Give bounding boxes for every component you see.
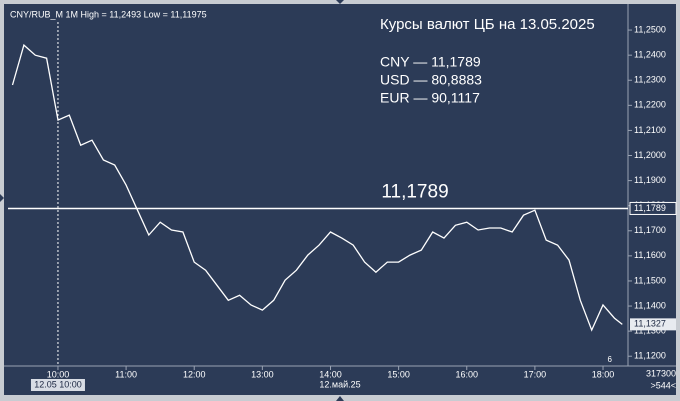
y-tick-label: 11,1700 — [634, 225, 666, 235]
x-tick-label: 17:00 — [524, 369, 547, 379]
y-tick-label: 11,1500 — [634, 275, 666, 285]
volume-label: 317300 — [646, 368, 676, 378]
price-line — [11, 43, 623, 332]
chart-title: CNY/RUB_M 1M High = 11,2493 Low = 11,119… — [10, 9, 207, 19]
x-tick-label: 11:00 — [115, 369, 137, 379]
y-tick-label: 11,2200 — [634, 100, 666, 110]
info-heading: Курсы валют ЦБ на 13.05.2025 — [380, 16, 595, 33]
y-tick-label: 11,2000 — [634, 150, 666, 160]
y-tick-label: 11,2100 — [634, 125, 666, 135]
date-label: 12.май.25 — [319, 379, 360, 389]
rate: EUR — 90,1117 — [380, 90, 480, 106]
reference-axis-label: 11,1789 — [634, 203, 666, 213]
y-tick-label: 11,1200 — [634, 351, 666, 361]
x-tick-label: 15:00 — [387, 369, 410, 379]
rate: USD — 80,8883 — [380, 72, 482, 88]
rate: CNY — 11,1789 — [380, 54, 481, 70]
reference-box — [629, 201, 677, 215]
arrow-icon — [336, 396, 344, 401]
crosshair-label: 12.05 10:00 — [34, 379, 82, 389]
reference-label: 11,1789 — [381, 181, 448, 202]
x-tick-label: 13:00 — [251, 369, 274, 379]
x-tick-label: 16:00 — [455, 369, 478, 379]
crosshair-box — [30, 379, 85, 391]
x-tick-label: 14:00 — [319, 369, 342, 379]
y-tick-label: 11,2500 — [634, 24, 666, 34]
x-tick-label: 12:00 — [183, 369, 206, 379]
y-tick-label: 11,2300 — [634, 75, 666, 85]
scroll-label: >544< — [650, 380, 676, 390]
arrow-icon — [336, 0, 344, 4]
y-tick-label: 11,1400 — [634, 300, 666, 310]
chart-background — [4, 4, 676, 395]
last-price-label: 11,1327 — [634, 319, 666, 329]
y-tick-label: 11,1300 — [634, 326, 666, 336]
x-tick-label: 18:00 — [592, 369, 615, 379]
y-tick-label: 11,1900 — [634, 175, 666, 185]
y-tick-label: 11,2400 — [634, 50, 666, 60]
y-tick-label: 11,1600 — [634, 250, 666, 260]
x-tick-label: 10:00 — [47, 369, 70, 379]
arrow-icon — [0, 194, 4, 202]
corner-mark: 6 — [608, 355, 613, 364]
last-price-box — [630, 318, 676, 331]
